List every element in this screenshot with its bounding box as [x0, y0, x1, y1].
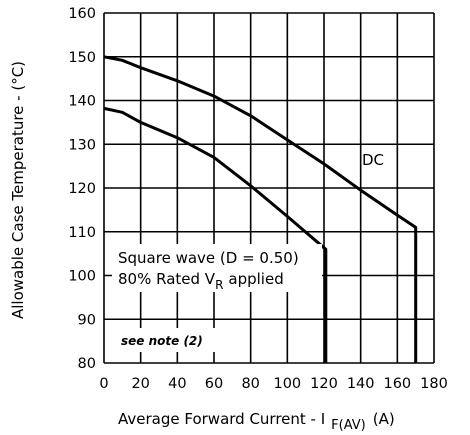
x-tick-label: 100 [273, 376, 301, 392]
y-tick-label: 140 [68, 94, 96, 110]
rated-voltage-label: 80% Rated VR applied [118, 270, 284, 292]
square-wave-label-background [112, 244, 322, 292]
dc-label: DC [362, 151, 384, 169]
y-tick-label: 150 [68, 50, 96, 66]
y-tick-label: 130 [68, 137, 96, 153]
x-tick-label: 80 [241, 376, 259, 392]
y-tick-label: 160 [68, 6, 96, 22]
y-tick-label: 100 [68, 269, 96, 285]
square-wave-label: Square wave (D = 0.50) [118, 249, 299, 267]
x-tick-label: 20 [131, 376, 149, 392]
dc-curve [103, 55, 418, 363]
x-tick-label: 0 [99, 376, 108, 392]
x-tick-label: 120 [310, 376, 338, 392]
x-axis-label-subscript: F(AV) [331, 418, 366, 433]
x-axis-label-text: Average Forward Current - I [118, 410, 325, 428]
y-tick-label: 110 [68, 225, 96, 241]
square-wave-curve [103, 106, 328, 363]
curves [103, 55, 418, 363]
y-tick-label: 80 [78, 356, 96, 372]
y-tick-label: 90 [78, 312, 96, 328]
x-tick-labels: 0 20 40 60 80 100 120 140 160 180 [99, 376, 447, 392]
note-label: see note (2) [121, 334, 203, 348]
rated-voltage-text: 80% Rated V [118, 270, 216, 288]
note-label-background [114, 328, 218, 352]
y-tick-label: 120 [68, 181, 96, 197]
grid-lines [103, 12, 435, 364]
x-axis-label-unit: (A) [373, 410, 395, 428]
rated-voltage-applied: applied [228, 270, 283, 288]
x-tick-label: 140 [347, 376, 375, 392]
x-axis-label: Average Forward Current - I F(AV) (A) [118, 410, 395, 433]
rated-voltage-subscript: R [215, 278, 223, 292]
x-tick-label: 60 [205, 376, 223, 392]
x-tick-label: 180 [420, 376, 448, 392]
x-tick-label: 160 [383, 376, 411, 392]
y-axis-label: Allowable Case Temperature - (°C) [9, 61, 27, 319]
x-tick-label: 40 [168, 376, 186, 392]
y-tick-labels: 80 90 100 110 120 130 140 150 160 [68, 6, 96, 372]
